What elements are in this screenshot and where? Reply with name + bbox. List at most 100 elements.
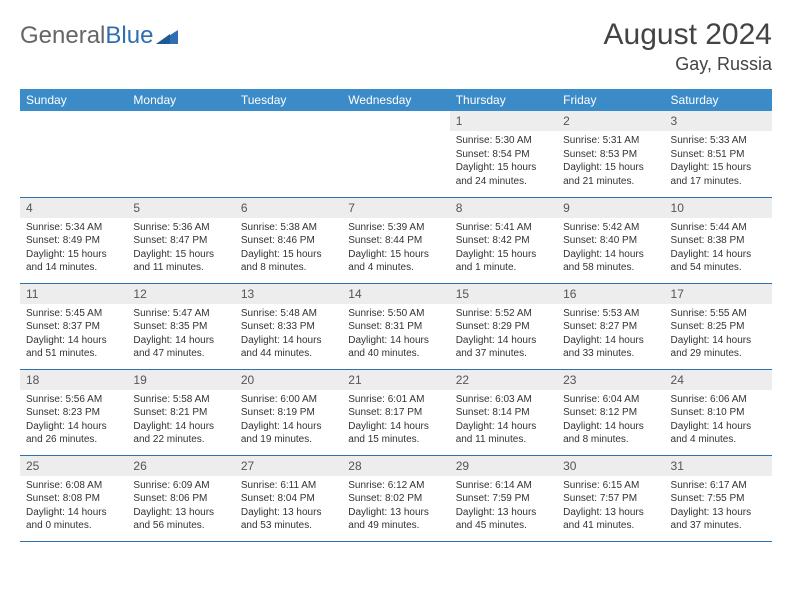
sunrise-line: Sunrise: 6:14 AM (456, 479, 551, 493)
sunset-value: 8:23 PM (63, 407, 100, 418)
sunrise-value: 6:14 AM (495, 480, 532, 491)
day-number: 15 (450, 284, 557, 304)
day-header: Friday (557, 89, 664, 111)
day-info: Sunrise: 5:47 AMSunset: 8:35 PMDaylight:… (127, 304, 234, 365)
day-info: Sunrise: 6:00 AMSunset: 8:19 PMDaylight:… (235, 390, 342, 451)
calendar-day: 21Sunrise: 6:01 AMSunset: 8:17 PMDayligh… (342, 369, 449, 455)
daylight-label: Daylight: (456, 421, 498, 432)
daylight-label: Daylight: (133, 249, 175, 260)
sunrise-value: 5:39 AM (388, 222, 425, 233)
calendar-empty (342, 111, 449, 197)
sunset-value: 8:25 PM (707, 321, 744, 332)
day-number: 6 (235, 198, 342, 218)
sunset-line: Sunset: 8:06 PM (133, 492, 228, 506)
day-info: Sunrise: 6:14 AMSunset: 7:59 PMDaylight:… (450, 476, 557, 537)
calendar-day: 20Sunrise: 6:00 AMSunset: 8:19 PMDayligh… (235, 369, 342, 455)
calendar-day: 13Sunrise: 5:48 AMSunset: 8:33 PMDayligh… (235, 283, 342, 369)
day-number: 25 (20, 456, 127, 476)
day-number: 29 (450, 456, 557, 476)
sunset-label: Sunset: (26, 493, 63, 504)
daylight-line: Daylight: 14 hours and 44 minutes. (241, 334, 336, 361)
sunset-value: 7:57 PM (600, 493, 637, 504)
day-info: Sunrise: 6:01 AMSunset: 8:17 PMDaylight:… (342, 390, 449, 451)
sunrise-line: Sunrise: 6:12 AM (348, 479, 443, 493)
calendar-week: 18Sunrise: 5:56 AMSunset: 8:23 PMDayligh… (20, 369, 772, 455)
day-info: Sunrise: 5:55 AMSunset: 8:25 PMDaylight:… (665, 304, 772, 365)
daylight-label: Daylight: (26, 249, 68, 260)
sunset-line: Sunset: 8:23 PM (26, 406, 121, 420)
sunset-line: Sunset: 8:42 PM (456, 234, 551, 248)
day-info: Sunrise: 5:39 AMSunset: 8:44 PMDaylight:… (342, 218, 449, 279)
sunset-value: 8:21 PM (170, 407, 207, 418)
sunset-label: Sunset: (241, 235, 278, 246)
calendar-day: 16Sunrise: 5:53 AMSunset: 8:27 PMDayligh… (557, 283, 664, 369)
day-info: Sunrise: 6:04 AMSunset: 8:12 PMDaylight:… (557, 390, 664, 451)
day-info: Sunrise: 5:53 AMSunset: 8:27 PMDaylight:… (557, 304, 664, 365)
sunset-value: 8:31 PM (385, 321, 422, 332)
day-number: 22 (450, 370, 557, 390)
sunrise-line: Sunrise: 5:31 AM (563, 134, 658, 148)
daylight-label: Daylight: (456, 507, 498, 518)
sunset-line: Sunset: 8:33 PM (241, 320, 336, 334)
daylight-line: Daylight: 13 hours and 56 minutes. (133, 506, 228, 533)
daylight-line: Daylight: 14 hours and 37 minutes. (456, 334, 551, 361)
sunrise-label: Sunrise: (671, 480, 710, 491)
sunrise-line: Sunrise: 6:11 AM (241, 479, 336, 493)
sunset-value: 8:47 PM (170, 235, 207, 246)
sunset-value: 8:12 PM (600, 407, 637, 418)
day-number: 1 (450, 111, 557, 131)
sunrise-line: Sunrise: 5:34 AM (26, 221, 121, 235)
daylight-line: Daylight: 13 hours and 53 minutes. (241, 506, 336, 533)
day-info: Sunrise: 5:33 AMSunset: 8:51 PMDaylight:… (665, 131, 772, 192)
day-number: 7 (342, 198, 449, 218)
sunset-label: Sunset: (456, 493, 493, 504)
calendar-day: 5Sunrise: 5:36 AMSunset: 8:47 PMDaylight… (127, 197, 234, 283)
calendar-day: 28Sunrise: 6:12 AMSunset: 8:02 PMDayligh… (342, 455, 449, 541)
sunrise-line: Sunrise: 5:30 AM (456, 134, 551, 148)
daylight-label: Daylight: (456, 335, 498, 346)
day-info: Sunrise: 5:44 AMSunset: 8:38 PMDaylight:… (665, 218, 772, 279)
sunset-value: 7:55 PM (707, 493, 744, 504)
sunrise-label: Sunrise: (26, 308, 65, 319)
calendar-day: 30Sunrise: 6:15 AMSunset: 7:57 PMDayligh… (557, 455, 664, 541)
sunrise-label: Sunrise: (26, 222, 65, 233)
calendar-day: 10Sunrise: 5:44 AMSunset: 8:38 PMDayligh… (665, 197, 772, 283)
sunrise-label: Sunrise: (241, 480, 280, 491)
calendar-day: 23Sunrise: 6:04 AMSunset: 8:12 PMDayligh… (557, 369, 664, 455)
sunset-label: Sunset: (563, 321, 600, 332)
sunrise-line: Sunrise: 5:42 AM (563, 221, 658, 235)
sunrise-label: Sunrise: (241, 222, 280, 233)
sunset-value: 8:33 PM (278, 321, 315, 332)
sunrise-value: 5:44 AM (710, 222, 747, 233)
sunrise-line: Sunrise: 5:47 AM (133, 307, 228, 321)
day-header: Thursday (450, 89, 557, 111)
sunset-line: Sunset: 8:46 PM (241, 234, 336, 248)
daylight-line: Daylight: 14 hours and 58 minutes. (563, 248, 658, 275)
daylight-line: Daylight: 13 hours and 45 minutes. (456, 506, 551, 533)
day-info: Sunrise: 5:31 AMSunset: 8:53 PMDaylight:… (557, 131, 664, 192)
daylight-label: Daylight: (671, 249, 713, 260)
daylight-line: Daylight: 15 hours and 21 minutes. (563, 161, 658, 188)
sunrise-line: Sunrise: 5:38 AM (241, 221, 336, 235)
daylight-line: Daylight: 15 hours and 17 minutes. (671, 161, 766, 188)
calendar-day: 19Sunrise: 5:58 AMSunset: 8:21 PMDayligh… (127, 369, 234, 455)
sunset-label: Sunset: (348, 321, 385, 332)
calendar-day: 11Sunrise: 5:45 AMSunset: 8:37 PMDayligh… (20, 283, 127, 369)
sunrise-value: 5:36 AM (173, 222, 210, 233)
sunrise-label: Sunrise: (133, 222, 172, 233)
sunrise-value: 5:42 AM (603, 222, 640, 233)
calendar-day: 12Sunrise: 5:47 AMSunset: 8:35 PMDayligh… (127, 283, 234, 369)
sunset-line: Sunset: 8:12 PM (563, 406, 658, 420)
sunset-label: Sunset: (456, 321, 493, 332)
calendar-week: 11Sunrise: 5:45 AMSunset: 8:37 PMDayligh… (20, 283, 772, 369)
sunrise-label: Sunrise: (563, 135, 602, 146)
calendar-day: 14Sunrise: 5:50 AMSunset: 8:31 PMDayligh… (342, 283, 449, 369)
calendar-day: 22Sunrise: 6:03 AMSunset: 8:14 PMDayligh… (450, 369, 557, 455)
calendar-day: 26Sunrise: 6:09 AMSunset: 8:06 PMDayligh… (127, 455, 234, 541)
calendar-day: 3Sunrise: 5:33 AMSunset: 8:51 PMDaylight… (665, 111, 772, 197)
sunset-value: 8:42 PM (492, 235, 529, 246)
logo-triangle-icon (156, 23, 178, 51)
day-number: 17 (665, 284, 772, 304)
daylight-line: Daylight: 15 hours and 11 minutes. (133, 248, 228, 275)
sunrise-label: Sunrise: (348, 222, 387, 233)
